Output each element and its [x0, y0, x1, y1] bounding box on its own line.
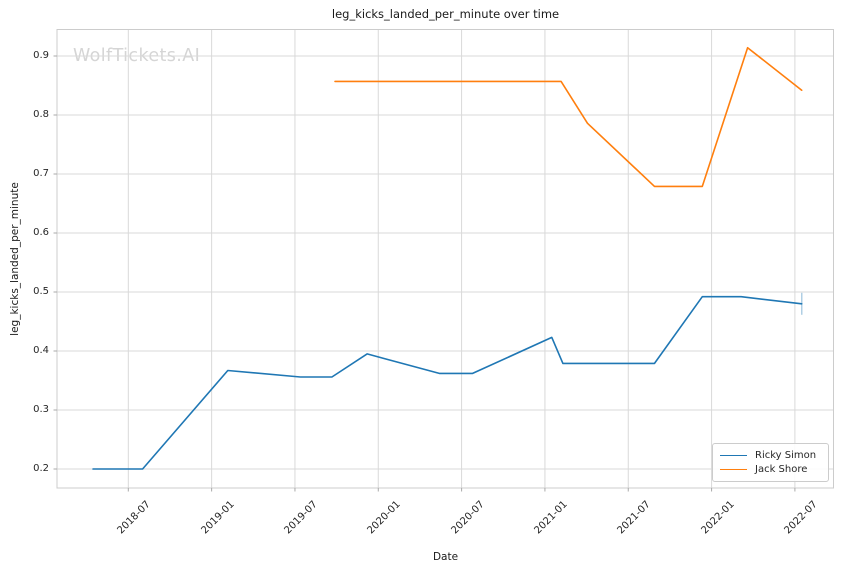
x-axis-label: Date [432, 551, 459, 563]
axes-spines [56, 29, 834, 489]
legend: Ricky Simon Jack Shore [712, 443, 829, 482]
series-line-ricky-simon [92, 295, 803, 470]
legend-line-swatch [720, 469, 747, 471]
legend-entry: Jack Shore [720, 463, 822, 478]
legend-label: Ricky Simon [755, 449, 817, 461]
legend-line-swatch [720, 454, 747, 456]
y-tick-label: 0.4 [33, 345, 49, 356]
legend-label: Jack Shore [755, 464, 808, 476]
y-tick-label: 0.9 [33, 50, 49, 61]
series-line-jack-shore [334, 46, 803, 188]
y-tick-label: 0.3 [33, 404, 49, 415]
y-tick-label: 0.5 [33, 286, 49, 297]
y-tick-label: 0.2 [33, 463, 49, 474]
chart-title: leg_kicks_landed_per_minute over time [331, 7, 560, 21]
y-tick-label: 0.6 [33, 227, 49, 238]
y-tick-label: 0.7 [33, 168, 49, 179]
legend-entry: Ricky Simon [720, 448, 822, 463]
y-tick-label: 0.8 [33, 109, 49, 120]
